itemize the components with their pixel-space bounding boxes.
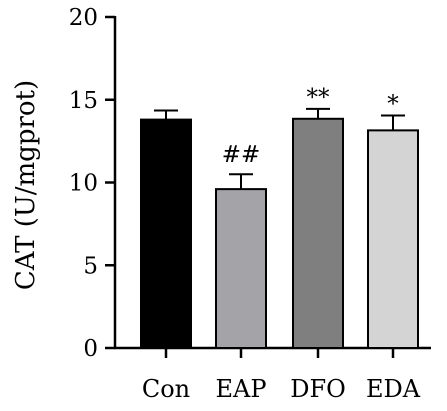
y-tick-label: 15 — [69, 88, 98, 114]
y-axis-title: CAT (U/mgprot) — [11, 80, 41, 290]
y-ticks: 0 5 10 15 20 — [69, 5, 115, 362]
significance-label: ** — [307, 85, 331, 111]
x-tick-label-dfo: DFO — [290, 375, 346, 403]
bar-con — [140, 118, 192, 349]
y-tick-label: 5 — [83, 253, 98, 279]
bar-eap — [215, 188, 267, 349]
error-bars — [154, 107, 405, 190]
significance-labels: ##** * — [222, 85, 400, 168]
y-tick-label: 0 — [83, 336, 98, 362]
significance-label: ## — [222, 142, 261, 168]
y-tick-label: 10 — [69, 171, 98, 197]
significance-label: * — [387, 91, 399, 117]
x-tick-label-eda: EDA — [366, 375, 421, 403]
x-tick-label-eap: EAP — [216, 375, 267, 403]
bars — [140, 117, 419, 349]
bar-dfo — [292, 117, 344, 349]
bar-eda — [367, 129, 419, 349]
y-tick-label: 20 — [69, 5, 98, 31]
x-ticks: Con EAP DFO EDA — [142, 348, 421, 403]
x-tick-label-con: Con — [142, 375, 190, 403]
